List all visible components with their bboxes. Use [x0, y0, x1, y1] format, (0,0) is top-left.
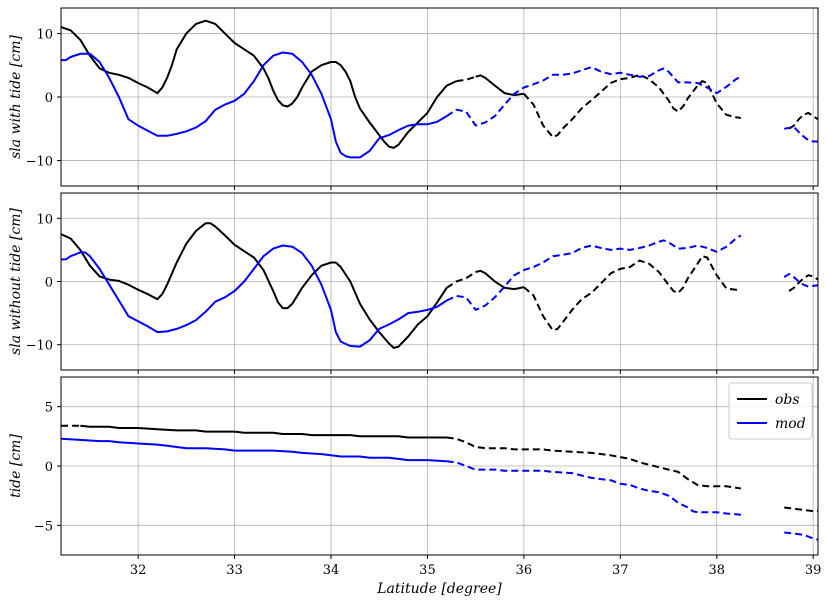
x-tick-label: 39 [805, 563, 822, 578]
series-line-obs-solid [61, 19, 457, 149]
y-axis-title: sla with tide [cm] [8, 35, 24, 159]
x-tick-label: 32 [130, 563, 147, 578]
x-tick-label: 33 [226, 563, 243, 578]
series-line-obs-dashed [788, 111, 818, 130]
y-axis-title: tide [cm] [8, 434, 24, 498]
panel-sla-without-tide: −10 0 10 sla without tide [cm] [8, 192, 819, 374]
series-line-obs-dashed [446, 436, 742, 490]
y-tick-label: −10 [26, 339, 53, 354]
series-line-mod-dashed [446, 234, 742, 311]
x-axis-title: Latitude [degree] [376, 581, 502, 597]
legend-label-mod: mod [775, 416, 806, 432]
y-axis-title: sla without tide [cm] [8, 208, 24, 355]
x-tick-label: 34 [323, 563, 340, 578]
y-tick-label: −10 [26, 155, 53, 170]
x-tick-label: 37 [612, 563, 629, 578]
series-line-obs-solid [80, 424, 447, 439]
series-line-mod-dashed [784, 125, 818, 143]
series-line-mod-dashed [784, 531, 818, 541]
panel-tide: −5 0 5 32 33 34 35 36 37 38 39 tide [cm] obs mod [8, 376, 822, 578]
y-tick-label: 0 [45, 276, 53, 291]
x-tick-label: 36 [516, 563, 533, 578]
x-tick-label: 35 [419, 563, 436, 578]
series-line-mod-dashed [783, 272, 818, 288]
series-line-obs-dashed [523, 255, 741, 332]
y-tick-label: 10 [36, 212, 53, 227]
series-line-obs-dashed [456, 75, 477, 83]
series-line-obs-dashed [788, 274, 818, 292]
series-line-mod-dashed [446, 460, 741, 516]
series-line-mod-solid [61, 437, 447, 463]
series-line-obs-solid [61, 222, 448, 349]
series-line-obs-dashed [523, 73, 742, 139]
y-tick-label: −5 [34, 519, 53, 534]
series-line-obs-dashed [446, 271, 477, 289]
y-tick-label: 5 [45, 401, 53, 416]
series-line-mod-dashed [446, 66, 742, 127]
y-tick-label: 0 [45, 91, 53, 106]
series-line-obs-dashed [784, 506, 818, 513]
panel-sla-with-tide: −10 0 10 sla with tide [cm] [8, 7, 819, 190]
y-tick-label: 10 [36, 27, 53, 42]
legend-label-obs: obs [775, 392, 800, 408]
series-line-obs-solid [475, 269, 525, 291]
x-tick-label: 38 [708, 563, 725, 578]
legend: obs mod [728, 382, 813, 440]
series-line-mod-solid [61, 51, 448, 159]
y-tick-label: 0 [45, 460, 53, 475]
series-line-mod-solid [61, 244, 448, 348]
